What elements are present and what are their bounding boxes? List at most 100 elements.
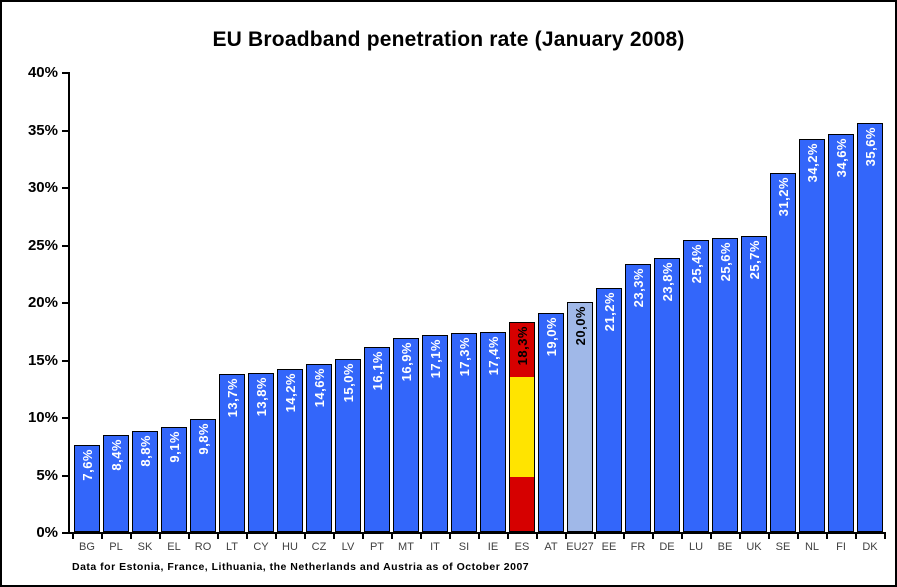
bar-MT: 16,9% — [393, 338, 419, 532]
y-axis-tick — [62, 72, 68, 74]
bar-CY: 13,8% — [248, 373, 274, 532]
y-tick-label-20: 20% — [27, 294, 58, 311]
bar-value-label: 25,6% — [717, 242, 733, 282]
y-tick-label-0: 0% — [36, 524, 58, 541]
bar-value-label: 8,4% — [108, 439, 124, 471]
bar-LT: 13,7% — [219, 374, 245, 532]
bar-value-label: 14,2% — [282, 373, 298, 413]
bar-PL: 8,4% — [103, 435, 129, 532]
x-axis-tick — [477, 534, 480, 539]
x-axis-tick — [651, 534, 654, 539]
x-axis-tick — [448, 534, 451, 539]
y-tick-label-25: 25% — [27, 236, 58, 254]
y-axis-tick — [62, 532, 68, 534]
bar-HU: 14,2% — [277, 369, 303, 532]
bar-CZ: 14,6% — [306, 364, 332, 532]
y-tick-label-15: 15% — [27, 351, 58, 369]
y-tick-label-10: 10% — [27, 409, 58, 426]
bar-value-label: 34,2% — [804, 143, 820, 183]
bar-value-label: 23,3% — [630, 268, 646, 308]
x-axis-tick — [332, 534, 335, 539]
bar-FI: 34,6% — [828, 134, 854, 532]
bar-value-label: 17,4% — [485, 336, 501, 376]
x-tick-label-CZ: CZ — [311, 541, 327, 553]
bar-EU27: 20,0% — [567, 302, 593, 532]
bar-UK: 25,7% — [741, 236, 767, 532]
x-tick-label-IT: IT — [430, 541, 440, 553]
bar-value-label: 17,3% — [456, 337, 472, 377]
y-axis — [68, 72, 70, 534]
x-axis-tick — [419, 534, 422, 539]
x-tick-label-ES: ES — [514, 541, 530, 553]
x-tick-label-LT: LT — [225, 541, 239, 553]
x-tick-label-FI: FI — [836, 541, 846, 553]
bar-AT: 19,0% — [538, 313, 564, 532]
x-axis-tick — [100, 534, 103, 539]
bar-LV: 15,0% — [335, 359, 361, 532]
y-axis-tick — [62, 474, 68, 477]
x-tick-label-LU: LU — [688, 541, 704, 553]
x-axis-tick — [245, 534, 248, 539]
x-tick-label-BG: BG — [79, 541, 95, 553]
x-tick-label-RO: RO — [194, 541, 212, 553]
x-axis-tick — [303, 534, 306, 539]
chart-footnote: Data for Estonia, France, Lithuania, the… — [72, 561, 530, 573]
x-tick-label-NL: NL — [804, 541, 820, 553]
bar-value-label: 31,2% — [775, 177, 791, 217]
y-tick-label-30: 30% — [27, 179, 58, 196]
y-tick-label-5: 5% — [36, 466, 58, 484]
x-axis — [68, 532, 886, 534]
bar-value-label: 8,8% — [137, 435, 153, 467]
y-axis-tick — [62, 244, 68, 247]
bar-value-label: 16,9% — [398, 342, 414, 382]
x-tick-label-LV: LV — [341, 541, 355, 553]
x-axis-tick — [506, 534, 509, 539]
x-tick-label-UK: UK — [746, 541, 762, 553]
x-tick-label-EU27: EU27 — [566, 541, 594, 553]
x-axis-tick — [883, 534, 886, 539]
bar-value-label: 13,8% — [253, 377, 269, 417]
bar-value-label: 17,1% — [427, 339, 443, 379]
bar-value-label: 25,4% — [688, 244, 704, 284]
x-tick-label-HU: HU — [282, 541, 298, 553]
bar-value-label: 18,3% — [514, 326, 530, 366]
x-axis-tick — [738, 534, 741, 539]
x-tick-label-SK: SK — [137, 541, 153, 553]
y-axis-tick — [62, 359, 68, 362]
bar-value-label: 35,6% — [862, 127, 878, 167]
chart-title: EU Broadband penetration rate (January 2… — [212, 28, 685, 51]
x-tick-label-PT: PT — [369, 541, 385, 553]
x-tick-label-CY: CY — [253, 541, 269, 553]
x-tick-label-MT: MT — [398, 541, 414, 553]
x-axis-tick — [158, 534, 161, 539]
y-axis-tick — [62, 302, 68, 304]
x-axis-tick — [767, 534, 770, 539]
y-axis-tick — [62, 417, 68, 419]
x-axis-tick — [535, 534, 538, 539]
x-tick-label-SE: SE — [775, 541, 791, 553]
bar-LU: 25,4% — [683, 240, 709, 532]
bar-value-label: 9,8% — [195, 423, 211, 455]
x-axis-tick — [129, 534, 132, 539]
x-tick-label-SI: SI — [458, 541, 470, 553]
x-axis-tick — [825, 534, 828, 539]
bar-ES: 18,3% — [509, 322, 535, 532]
x-tick-label-IE: IE — [487, 541, 499, 553]
bar-value-label: 23,8% — [659, 262, 675, 302]
bar-value-label: 20,0% — [572, 306, 588, 346]
bar-value-label: 15,0% — [340, 363, 356, 403]
y-axis-tick — [62, 129, 68, 132]
bar-SE: 31,2% — [770, 173, 796, 532]
bar-SI: 17,3% — [451, 333, 477, 532]
bar-EL: 9,1% — [161, 427, 187, 532]
bar-value-label: 14,6% — [311, 368, 327, 408]
x-axis-tick — [709, 534, 712, 539]
bar-IE: 17,4% — [480, 332, 506, 532]
bar-FR: 23,3% — [625, 264, 651, 532]
x-axis-tick — [796, 534, 799, 539]
y-axis-tick — [62, 187, 68, 189]
x-tick-label-EE: EE — [601, 541, 617, 553]
bar-value-label: 13,7% — [224, 378, 240, 418]
bar-value-label: 34,6% — [833, 138, 849, 178]
